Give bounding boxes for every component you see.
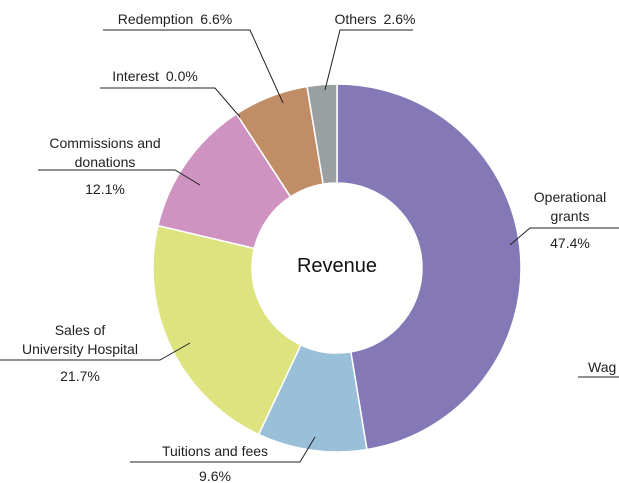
value-label: 47.4% — [550, 235, 590, 251]
category-label: Operational grants — [533, 189, 607, 224]
slice — [306, 83, 338, 185]
slice-label: Interest 0.0% — [85, 67, 225, 86]
annotation: Wag — [588, 359, 617, 375]
value-label: 6.6% — [200, 11, 233, 27]
leader-line — [100, 87, 241, 118]
category-label: Interest — [112, 68, 159, 84]
leader-line — [103, 29, 284, 104]
leader-line — [0, 342, 191, 361]
category-label: Tuitions and fees — [161, 443, 269, 459]
slice-label: Commissions and donations 12.1% — [30, 134, 180, 199]
category-label: Commissions and donations — [49, 135, 161, 170]
slice-label: Others 2.6% — [330, 10, 420, 29]
value-label: 12.1% — [85, 181, 125, 197]
category-label: Others — [334, 11, 377, 27]
slice-label: Tuitions and fees 9.6% — [130, 442, 300, 483]
slice-label: Redemption 6.6% — [90, 10, 260, 29]
leader-line — [38, 169, 201, 186]
leader-line — [509, 227, 619, 246]
slice-label: Operational grants 47.4% — [520, 188, 619, 253]
value-label: 2.6% — [383, 11, 416, 27]
leader-line — [324, 29, 413, 91]
category-label: Redemption — [117, 11, 194, 27]
slice — [152, 224, 302, 436]
leader-line — [130, 436, 316, 463]
category-label: Sales of University Hospital — [22, 322, 138, 357]
slice — [336, 83, 522, 451]
value-label: 0.0% — [165, 68, 198, 84]
value-label: 21.7% — [60, 368, 100, 384]
center-label: Revenue — [296, 255, 378, 277]
value-label: 9.6% — [199, 468, 231, 483]
slice-label: Sales of University Hospital 21.7% — [0, 321, 160, 386]
